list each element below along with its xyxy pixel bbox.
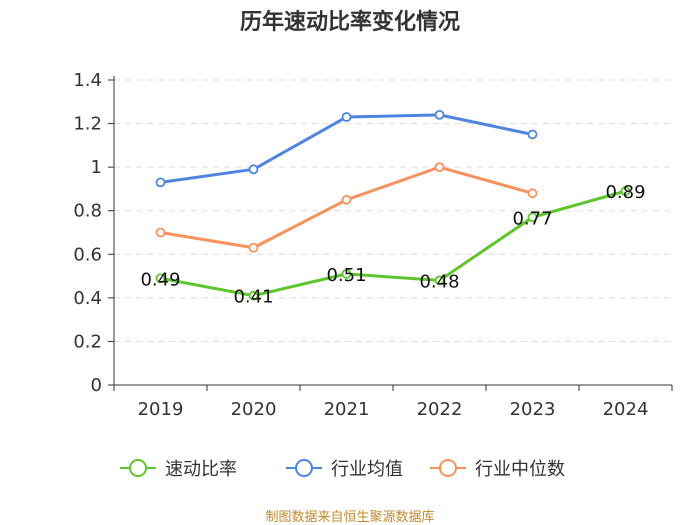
legend-marker-circle xyxy=(295,459,313,477)
x-tick-label: 2022 xyxy=(417,399,463,420)
series-line xyxy=(160,165,533,250)
data-point xyxy=(527,188,538,199)
y-tick-label: 1 xyxy=(91,157,102,178)
data-point xyxy=(434,109,445,120)
y-tick-label: 0 xyxy=(91,375,102,396)
data-point xyxy=(620,186,631,197)
grid-layer xyxy=(114,79,672,342)
data-label: 0.77 xyxy=(512,208,552,229)
y-tick-label: 0.6 xyxy=(73,244,102,265)
x-tick-label: 2024 xyxy=(603,399,649,420)
data-point xyxy=(155,227,166,238)
legend-marker-circle xyxy=(129,459,147,477)
chart-title: 历年速动比率变化情况 xyxy=(240,9,460,35)
data-point xyxy=(527,129,538,140)
data-point xyxy=(341,194,352,205)
data-point xyxy=(341,268,352,279)
series-line xyxy=(160,113,533,184)
data-point xyxy=(248,164,259,175)
legend[interactable]: 速动比率 行业均值 行业中位数 xyxy=(120,459,565,480)
data-label: 0.51 xyxy=(326,265,366,286)
legend-label: 速动比率 xyxy=(165,459,237,480)
series-layer xyxy=(155,109,631,301)
series-line xyxy=(160,189,626,298)
legend-marker-circle xyxy=(439,459,457,477)
data-label: 0.41 xyxy=(233,287,273,308)
data-point xyxy=(155,177,166,188)
data-point xyxy=(155,273,166,284)
label-layer: 0.49 0.41 0.51 0.48 0.77 0.89 xyxy=(140,182,645,308)
y-tick-label: 1.2 xyxy=(73,114,102,135)
data-label: 0.89 xyxy=(605,182,645,203)
x-tick-label: 2019 xyxy=(138,399,184,420)
legend-label: 行业中位数 xyxy=(475,459,565,480)
data-point xyxy=(341,112,352,122)
data-point xyxy=(434,162,445,173)
y-tick-label: 0.4 xyxy=(73,288,102,309)
x-tick-label: 2020 xyxy=(231,399,277,420)
legend-label: 行业均值 xyxy=(331,459,403,480)
y-tick-label: 0.8 xyxy=(73,201,102,222)
data-point xyxy=(248,242,259,253)
data-point xyxy=(248,290,259,301)
data-label: 0.49 xyxy=(140,269,180,290)
x-tick-label: 2023 xyxy=(510,399,556,420)
data-point xyxy=(434,275,445,286)
y-tick-label: 1.4 xyxy=(73,70,102,91)
x-tick-label: 2021 xyxy=(324,399,370,420)
data-point xyxy=(527,212,538,223)
y-tick-label: 0.2 xyxy=(73,331,102,352)
data-label: 0.48 xyxy=(419,271,459,292)
source-note: 制图数据来自恒生聚源数据库 xyxy=(265,509,434,525)
axis-layer: 0 0.2 0.4 0.6 0.8 1 1.2 1.4 2019 2020 2021 2022 2023… xyxy=(73,70,673,420)
